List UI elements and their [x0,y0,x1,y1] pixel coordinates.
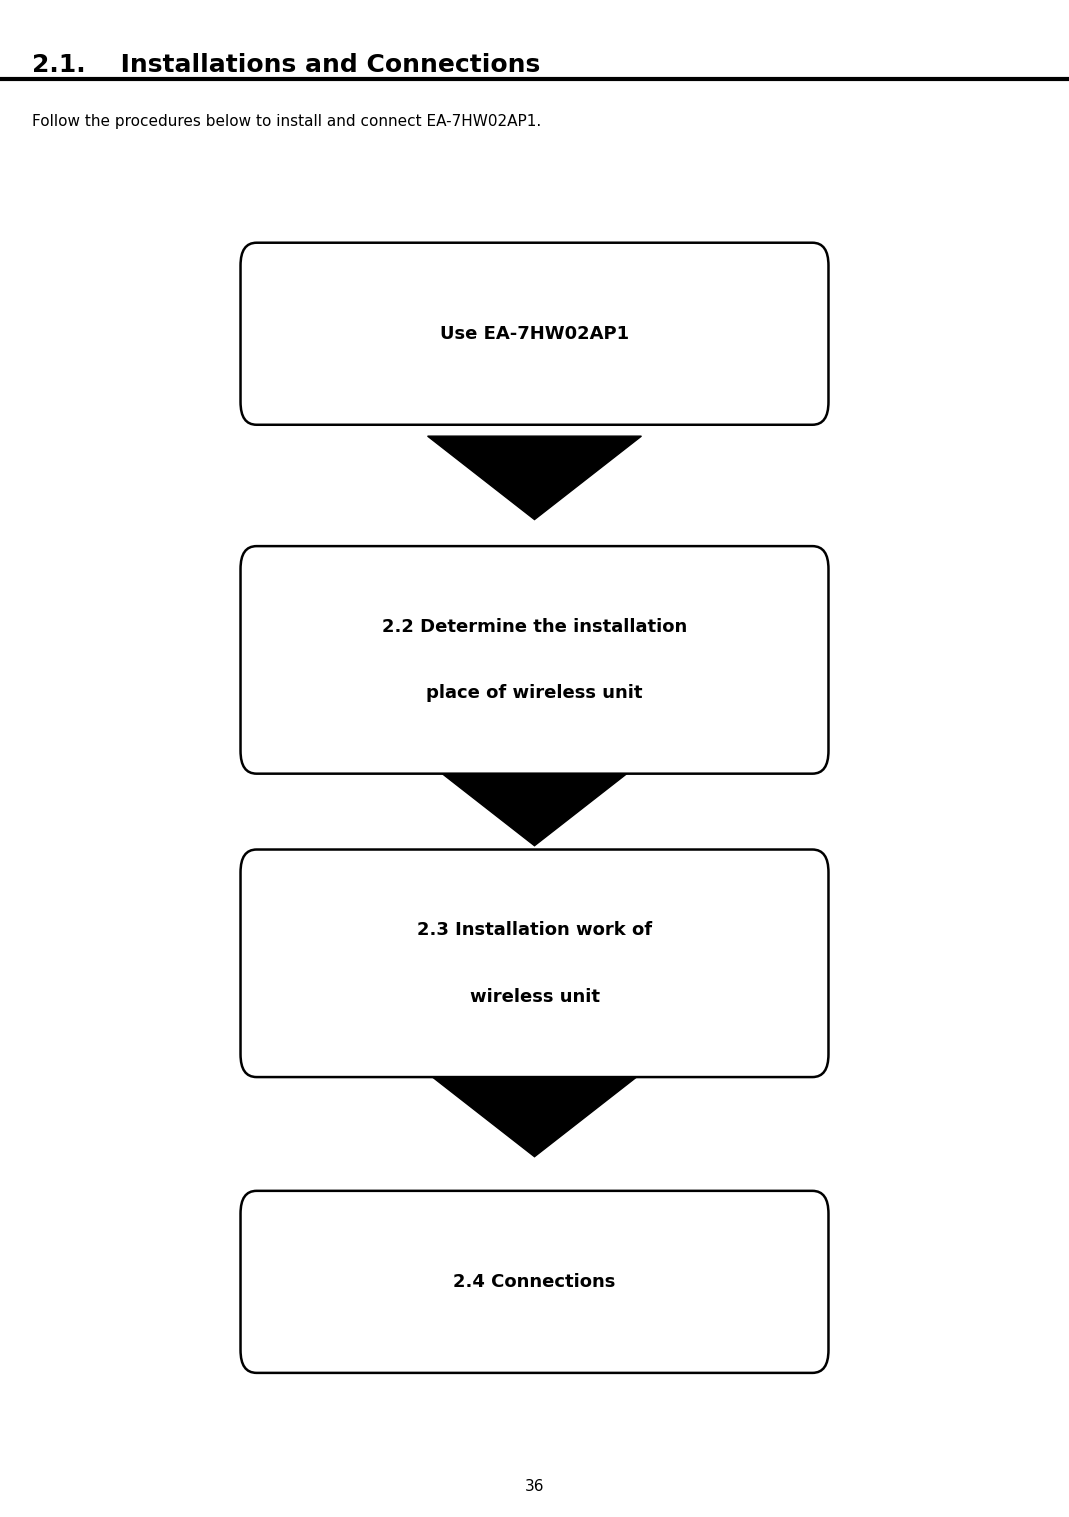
Text: 2.1.    Installations and Connections: 2.1. Installations and Connections [32,53,540,77]
Text: 2.3 Installation work of: 2.3 Installation work of [417,921,652,939]
Polygon shape [428,1074,641,1156]
FancyBboxPatch shape [241,1191,828,1373]
FancyBboxPatch shape [241,850,828,1077]
Polygon shape [428,763,641,846]
FancyBboxPatch shape [241,243,828,425]
Polygon shape [428,437,641,519]
Text: place of wireless unit: place of wireless unit [427,684,642,702]
Text: 2.4 Connections: 2.4 Connections [453,1273,616,1291]
Text: 2.2 Determine the installation: 2.2 Determine the installation [382,617,687,636]
Text: 36: 36 [525,1479,544,1494]
Text: Follow the procedures below to install and connect EA-7HW02AP1.: Follow the procedures below to install a… [32,114,541,129]
FancyBboxPatch shape [241,546,828,774]
Text: wireless unit: wireless unit [469,988,600,1006]
Text: Use EA-7HW02AP1: Use EA-7HW02AP1 [440,325,629,343]
